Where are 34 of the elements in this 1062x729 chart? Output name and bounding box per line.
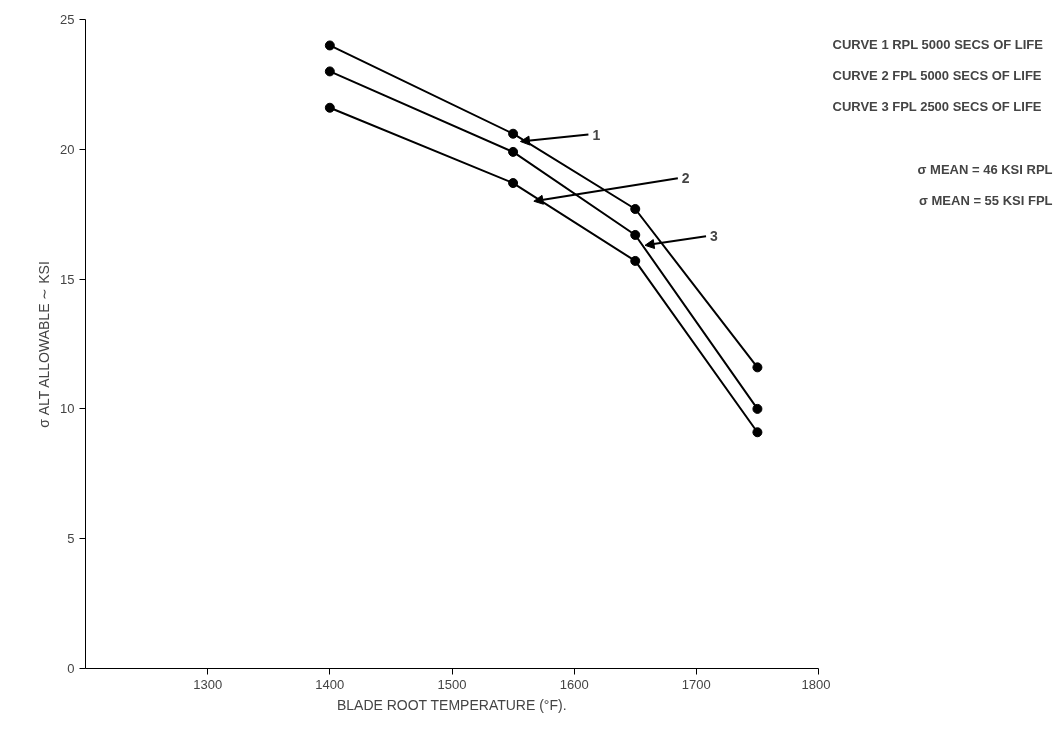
annotation: 1 [592, 126, 601, 143]
point [630, 204, 641, 214]
annotation: 3 [710, 228, 719, 245]
annotation: 2 [681, 170, 690, 187]
y-tick-label: 10 [60, 401, 75, 417]
x-tick-label: 1400 [315, 676, 345, 692]
text: CURVE 2 FPL 5000 SECS OF LIFE [832, 68, 1042, 84]
point [752, 403, 763, 414]
point [324, 102, 335, 113]
x-tick-label: 1300 [193, 676, 223, 692]
y-axis-title: σ ALT ALLOWABLE ∼ KSI [36, 261, 53, 428]
y-tick-label: 15 [60, 271, 75, 287]
text: σ MEAN = 46 KSI RPL [917, 161, 1053, 177]
point [630, 229, 641, 240]
point [752, 427, 763, 438]
point [630, 255, 641, 266]
point [324, 66, 335, 77]
x-tick-label: 1600 [559, 676, 589, 692]
point [508, 178, 519, 189]
y-tick-label: 5 [67, 531, 75, 547]
x-tick-label: 1500 [437, 676, 467, 692]
point [324, 40, 335, 51]
text: σ MEAN = 55 KSI FPL [919, 192, 1053, 208]
text: CURVE 3 FPL 2500 SECS OF LIFE [832, 99, 1042, 115]
point [508, 128, 519, 139]
y-tick-label: 20 [60, 141, 75, 157]
point [508, 146, 519, 157]
y-tick-label: 0 [67, 661, 75, 676]
x-tick-label: 1800 [801, 676, 831, 692]
point [752, 362, 763, 373]
y-tick-label: 25 [60, 12, 75, 27]
x-tick-label: 1700 [681, 676, 711, 692]
x-axis-title: BLADE ROOT TEMPERATURE (°F). [336, 696, 567, 713]
text: CURVE 1 RPL 5000 SECS OF LIFE [832, 36, 1044, 52]
